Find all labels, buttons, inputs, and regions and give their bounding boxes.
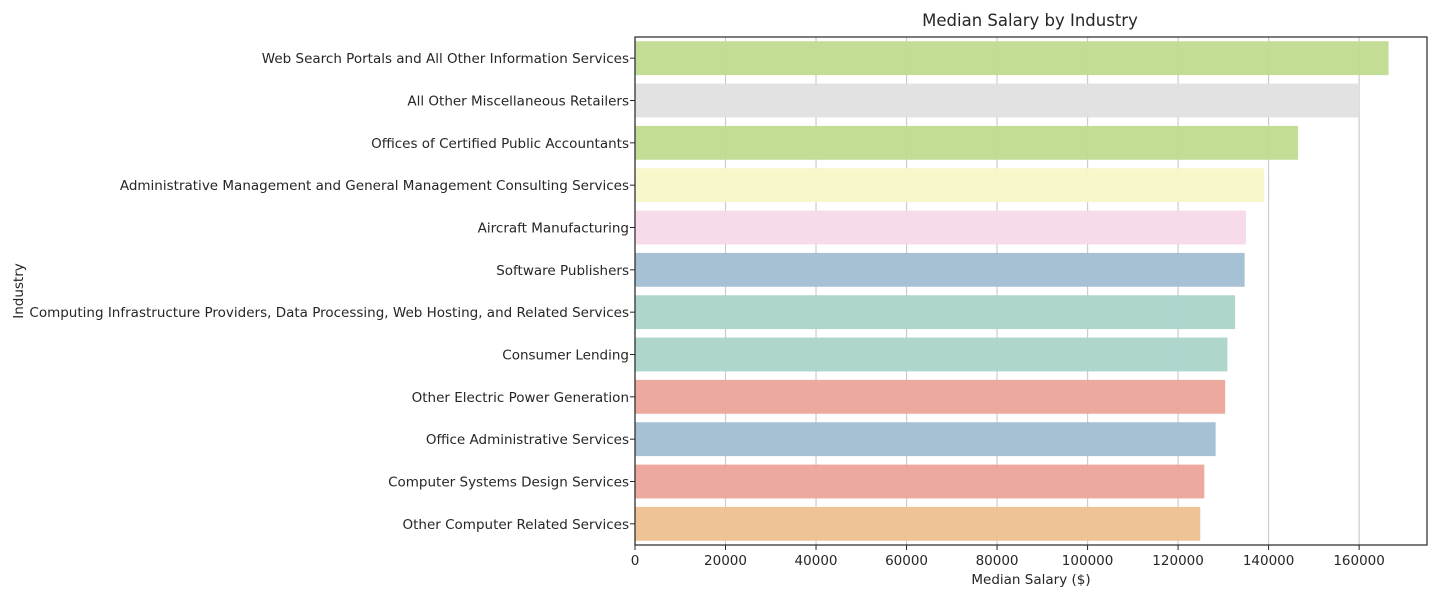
x-axis-ticks: 0 20000 40000 60000 80000 100000 120000 140000 1… xyxy=(631,545,1385,569)
category-label: Administrative Management and General Ma… xyxy=(120,178,629,194)
bar xyxy=(635,422,1216,457)
bar xyxy=(635,125,1299,160)
bar xyxy=(635,83,1360,118)
category-label: Web Search Portals and All Other Informa… xyxy=(262,51,629,67)
bars xyxy=(635,41,1389,541)
category-label: Computing Infrastructure Providers, Data… xyxy=(29,305,629,321)
chart-title: Median Salary by Industry xyxy=(922,11,1138,30)
gridlines xyxy=(634,37,1360,545)
bar xyxy=(635,506,1201,541)
x-tick-label: 100000 xyxy=(1062,553,1114,569)
plot-frame xyxy=(634,36,1428,546)
category-label: Other Computer Related Services xyxy=(402,517,629,533)
category-label: Consumer Lending xyxy=(502,348,629,364)
x-tick-label: 160000 xyxy=(1333,553,1385,569)
category-labels: Web Search Portals and All Other Informa… xyxy=(29,51,635,533)
y-axis-title: Industry xyxy=(11,263,27,319)
category-label: Software Publishers xyxy=(496,263,629,279)
x-tick-label: 140000 xyxy=(1243,553,1295,569)
category-label: Other Electric Power Generation xyxy=(412,390,629,406)
bar xyxy=(635,210,1246,245)
bar xyxy=(635,295,1236,330)
x-tick-label: 0 xyxy=(631,553,640,569)
x-tick-label: 20000 xyxy=(704,553,747,569)
x-tick-label: 60000 xyxy=(885,553,928,569)
bar xyxy=(635,464,1205,499)
x-axis-title: Median Salary ($) xyxy=(971,572,1090,588)
x-tick-label: 120000 xyxy=(1152,553,1204,569)
x-tick-label: 40000 xyxy=(795,553,838,569)
category-label: Aircraft Manufacturing xyxy=(478,221,629,237)
bar xyxy=(635,337,1228,372)
category-label: Offices of Certified Public Accountants xyxy=(371,136,629,152)
category-label: Office Administrative Services xyxy=(426,432,629,448)
bar xyxy=(635,379,1226,414)
bar xyxy=(635,168,1265,203)
category-label: All Other Miscellaneous Retailers xyxy=(407,94,629,110)
bar xyxy=(635,252,1245,287)
x-tick-label: 80000 xyxy=(976,553,1019,569)
bar xyxy=(635,41,1389,76)
category-label: Computer Systems Design Services xyxy=(388,475,629,491)
